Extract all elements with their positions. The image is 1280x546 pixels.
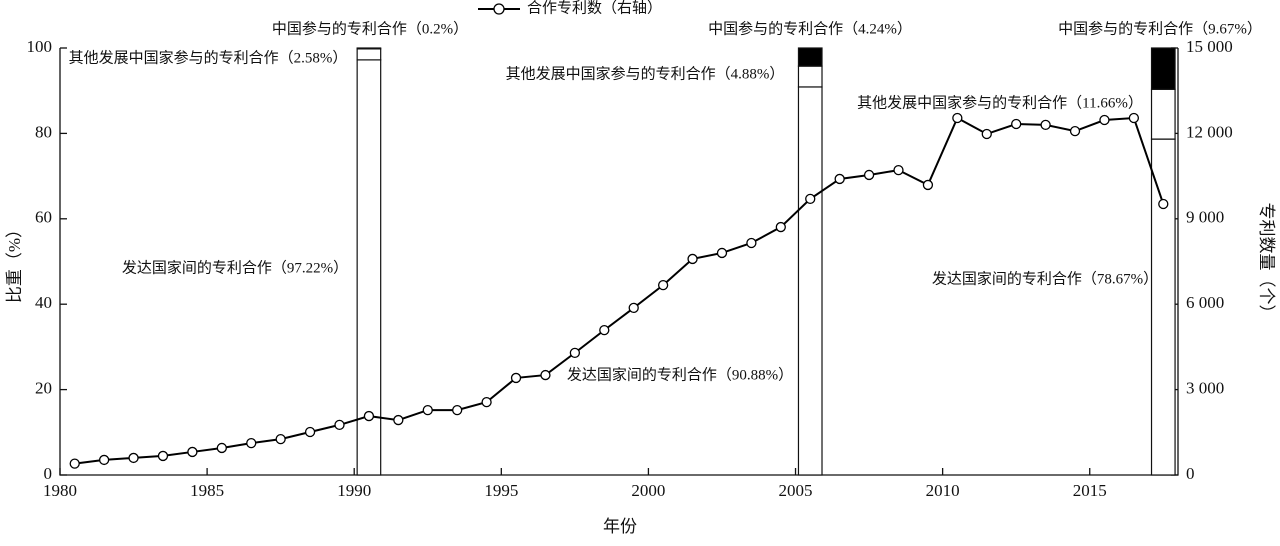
point <box>128 452 139 464</box>
line <box>74 116 1165 465</box>
point <box>657 279 669 291</box>
y-tick-label: 20 <box>35 379 52 398</box>
bar-segment <box>1150 138 1176 476</box>
point <box>952 112 963 124</box>
segment-label: 发达国家间的专利合作（97.22%） <box>122 259 348 276</box>
y-tick-label: 60 <box>35 208 52 227</box>
bar-segment <box>1150 88 1176 140</box>
bar-segment <box>1150 47 1176 90</box>
bar-segment <box>797 65 823 88</box>
point <box>716 247 728 259</box>
x-tick-label: 2010 <box>926 481 960 500</box>
x-tick-label: 1995 <box>484 481 518 500</box>
x-axis-label: 年份 <box>603 517 637 536</box>
y-tick-label: 40 <box>35 293 52 312</box>
point <box>275 433 286 445</box>
point <box>1011 118 1022 130</box>
legend-marker <box>493 3 505 15</box>
segment-label: 其他发展中国家参与的专利合作（2.58%） <box>69 49 348 66</box>
point <box>775 221 786 233</box>
point <box>246 437 257 449</box>
x-tick-label: 1980 <box>43 481 77 500</box>
point <box>98 454 110 466</box>
point <box>422 404 433 416</box>
bar-segment <box>797 86 823 476</box>
point <box>981 128 992 140</box>
y2-tick-label: 6 000 <box>1186 293 1224 312</box>
point <box>452 404 463 416</box>
point <box>1099 114 1110 126</box>
x-tick-label: 2000 <box>631 481 665 500</box>
point <box>628 302 639 314</box>
y-axis-label: 比重（%） <box>5 221 24 303</box>
point <box>1040 119 1051 131</box>
y-tick-label: 0 <box>44 464 53 483</box>
point <box>216 442 227 454</box>
x-tick-label: 1985 <box>190 481 224 500</box>
point <box>687 253 698 265</box>
point <box>540 369 551 381</box>
point <box>69 458 80 469</box>
y-tick-label: 80 <box>35 122 52 141</box>
x-tick-label: 2005 <box>779 481 813 500</box>
point <box>334 419 345 431</box>
y2-tick-label: 12 000 <box>1186 122 1233 141</box>
segment-label: 中国参与的专利合作（4.24%） <box>708 20 912 37</box>
bar-segment <box>797 47 823 67</box>
point <box>922 179 934 191</box>
point <box>893 164 904 176</box>
legend-label: 合作专利数（右轴） <box>527 0 662 16</box>
point <box>304 426 316 438</box>
point <box>187 446 198 458</box>
bar-segment <box>356 48 382 61</box>
point <box>1158 198 1169 210</box>
point <box>863 169 875 181</box>
point <box>510 372 522 384</box>
x-tick-label: 1990 <box>337 481 371 500</box>
y2-tick-label: 15 000 <box>1186 37 1233 56</box>
point <box>599 324 610 336</box>
point <box>481 396 492 408</box>
point <box>393 414 404 426</box>
point <box>157 450 169 462</box>
point <box>746 237 757 249</box>
point <box>805 193 816 205</box>
segment-label: 发达国家间的专利合作（78.67%） <box>932 270 1158 287</box>
point <box>1069 125 1081 137</box>
segment-label: 其他发展中国家参与的专利合作（4.88%） <box>506 65 785 82</box>
x-tick-label: 2015 <box>1073 481 1107 500</box>
segment-label: 其他发展中国家参与的专利合作（11.66%） <box>857 94 1143 111</box>
axis-line <box>59 48 1179 476</box>
y2-tick-label: 3 000 <box>1186 379 1224 398</box>
y-tick-label: 100 <box>27 37 53 56</box>
point <box>1128 112 1140 124</box>
segment-label: 发达国家间的专利合作（90.88%） <box>567 366 793 383</box>
bar-segment <box>356 47 382 50</box>
point <box>569 347 581 359</box>
y2-tick-label: 0 <box>1186 464 1195 483</box>
y2-axis-label: 专利数量（个） <box>1257 203 1276 322</box>
point <box>834 173 845 185</box>
y2-tick-label: 9 000 <box>1186 208 1224 227</box>
segment-label: 中国参与的专利合作（0.2%） <box>272 20 468 37</box>
segment-label: 中国参与的专利合作（9.67%） <box>1058 20 1262 37</box>
point <box>363 410 375 422</box>
